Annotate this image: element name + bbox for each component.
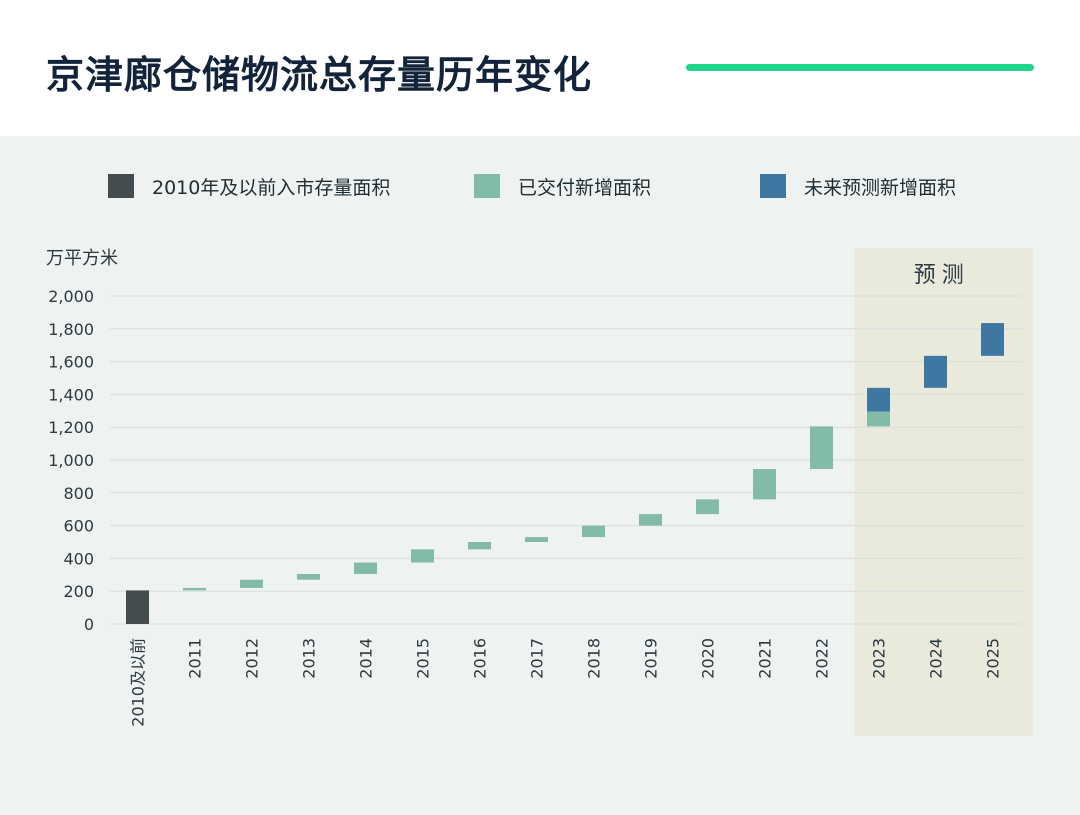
- legend-swatch-delivered: [474, 174, 500, 198]
- bar-2018: [582, 525, 605, 538]
- y-tick-label: 0: [84, 615, 94, 634]
- bar-2022: [810, 426, 833, 470]
- bar-2024: [924, 355, 947, 388]
- title-accent-line: [686, 64, 1034, 71]
- x-tick-label: 2016: [471, 638, 490, 679]
- bar-2023: [867, 411, 890, 427]
- y-tick-label: 1,600: [48, 353, 94, 372]
- bar-2014: [354, 562, 377, 574]
- bar-2019: [639, 514, 662, 526]
- bar-2025: [981, 323, 1004, 356]
- x-tick-label: 2018: [585, 638, 604, 679]
- x-tick-label: 2022: [813, 638, 832, 679]
- x-tick-label: 2013: [300, 638, 319, 679]
- header: 京津廊仓储物流总存量历年变化: [0, 0, 1080, 136]
- bar-2020: [696, 499, 719, 515]
- x-tick-label: 2020: [699, 638, 718, 679]
- forecast-label: 预测: [914, 263, 970, 288]
- x-tick-label: 2012: [243, 638, 262, 679]
- y-tick-label: 1,200: [48, 418, 94, 437]
- legend-swatch-stock: [108, 174, 134, 198]
- x-tick-label: 2023: [870, 638, 889, 679]
- bar-2011: [183, 587, 206, 591]
- x-tick-label: 2017: [528, 638, 547, 679]
- legend-label-forecast: 未来预测新增面积: [804, 176, 957, 199]
- y-tick-label: 600: [63, 517, 94, 536]
- y-tick-label: 1,400: [48, 385, 94, 404]
- x-tick-label: 2015: [414, 638, 433, 679]
- bar-2017: [525, 537, 548, 542]
- x-tick-label: 2025: [984, 638, 1003, 679]
- x-tick-label: 2010及以前: [129, 638, 148, 727]
- bar-2012: [240, 579, 263, 588]
- x-tick-label: 2019: [642, 638, 661, 679]
- y-tick-label: 200: [63, 582, 94, 601]
- y-tick-label: 1,000: [48, 451, 94, 470]
- x-tick-label: 2011: [186, 638, 205, 679]
- legend-swatch-forecast: [760, 174, 786, 198]
- bar-2015: [411, 549, 434, 563]
- bar-2021: [753, 469, 776, 500]
- legend-item-delivered: 已交付新增面积: [474, 174, 652, 199]
- page-title: 京津廊仓储物流总存量历年变化: [46, 53, 593, 97]
- legend-label-stock: 2010年及以前入市存量面积: [152, 176, 391, 199]
- x-tick-label: 2014: [357, 638, 376, 679]
- bar-2013: [297, 573, 320, 580]
- legend-item-stock: 2010年及以前入市存量面积: [108, 174, 391, 199]
- y-tick-label: 2,000: [48, 287, 94, 306]
- y-tick-label: 1,800: [48, 320, 94, 339]
- y-tick-label: 800: [63, 484, 94, 503]
- bar-2023: [867, 387, 890, 412]
- bar-2016: [468, 542, 491, 550]
- y-tick-label: 400: [63, 549, 94, 568]
- legend-item-forecast: 未来预测新增面积: [760, 174, 957, 199]
- bar-2010及以前: [126, 590, 149, 624]
- x-tick-label: 2021: [756, 638, 775, 679]
- legend-label-delivered: 已交付新增面积: [518, 176, 652, 199]
- x-tick-label: 2024: [927, 638, 946, 679]
- y-axis-unit-label: 万平方米: [46, 248, 118, 269]
